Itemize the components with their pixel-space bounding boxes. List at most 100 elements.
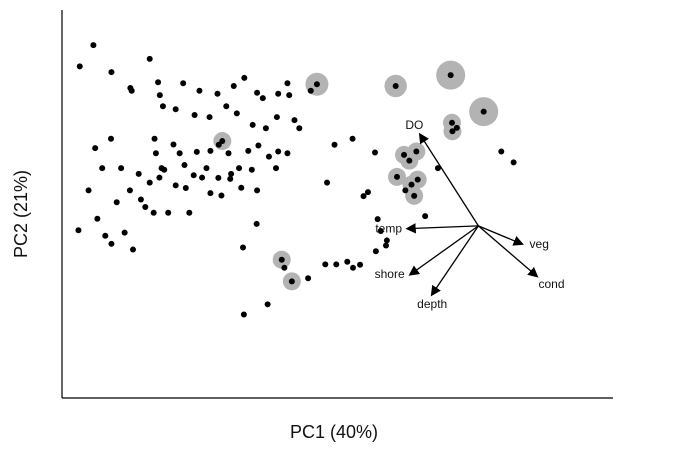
data-point-23 [151, 135, 158, 142]
data-point-57 [150, 209, 157, 216]
data-point-46 [156, 174, 163, 181]
data-point-124 [288, 278, 295, 285]
data-point-48 [182, 185, 189, 192]
vector-label-shore: shore [375, 267, 405, 281]
data-point-125 [219, 138, 226, 145]
data-point-93 [344, 258, 351, 265]
data-point-77 [108, 69, 115, 76]
vector-temp [405, 223, 479, 234]
data-point-0 [146, 55, 153, 62]
data-point-51 [218, 192, 225, 199]
data-point-104 [434, 165, 441, 172]
data-point-30 [245, 147, 252, 154]
data-point-42 [236, 165, 243, 172]
data-point-16 [223, 103, 230, 110]
data-point-44 [273, 165, 279, 172]
data-point-102 [422, 213, 429, 220]
data-point-17 [233, 110, 240, 117]
data-point-1 [180, 80, 187, 87]
data-point-71 [135, 170, 142, 177]
data-point-74 [108, 135, 114, 142]
data-point-22 [296, 125, 303, 132]
data-point-80 [128, 87, 135, 94]
data-point-96 [305, 275, 312, 282]
data-point-12 [159, 103, 166, 110]
data-point-66 [113, 199, 120, 206]
data-point-117 [406, 157, 413, 164]
data-point-63 [121, 229, 128, 236]
data-point-39 [203, 165, 210, 172]
data-point-31 [255, 142, 262, 149]
data-point-122 [411, 192, 418, 199]
vector-cond [477, 225, 539, 278]
vector-shore [408, 225, 479, 276]
data-point-98 [264, 301, 271, 308]
data-point-88 [383, 237, 390, 244]
data-point-114 [449, 128, 456, 135]
data-point-49 [199, 174, 206, 181]
data-point-21 [291, 117, 298, 124]
data-point-70 [118, 165, 125, 172]
data-point-68 [85, 187, 92, 194]
data-point-11 [307, 87, 314, 94]
data-point-120 [413, 148, 420, 155]
data-point-94 [333, 261, 340, 268]
data-point-116 [394, 173, 400, 180]
data-point-110 [313, 81, 320, 88]
data-point-18 [249, 121, 256, 128]
data-point-14 [191, 112, 198, 119]
data-point-29 [225, 150, 232, 157]
data-point-15 [206, 114, 213, 121]
data-point-50 [207, 190, 214, 197]
data-point-89 [383, 242, 389, 249]
data-point-92 [350, 264, 356, 271]
data-point-97 [281, 264, 288, 271]
data-point-13 [172, 106, 179, 113]
data-point-85 [364, 189, 371, 196]
vector-DO [418, 132, 479, 227]
data-point-118 [414, 176, 421, 183]
data-point-9 [284, 80, 291, 87]
data-point-82 [324, 179, 331, 186]
data-point-38 [190, 172, 197, 179]
data-point-53 [238, 184, 245, 191]
data-point-111 [392, 82, 399, 89]
data-point-69 [99, 165, 106, 172]
data-point-32 [265, 153, 272, 160]
x-axis-label: PC1 (40%) [290, 422, 378, 442]
data-point-99 [240, 244, 246, 251]
data-point-6 [254, 89, 261, 96]
data-point-27 [207, 147, 214, 154]
data-point-45 [146, 179, 153, 186]
data-point-101 [240, 311, 247, 318]
data-point-87 [377, 227, 384, 234]
data-point-100 [253, 220, 260, 227]
vector-label-temp: temp [375, 222, 402, 236]
data-point-83 [331, 141, 338, 148]
data-point-43 [248, 166, 255, 173]
data-point-5 [241, 74, 248, 81]
data-point-4 [230, 82, 237, 89]
data-point-61 [102, 232, 109, 239]
data-point-84 [349, 135, 356, 142]
data-point-105 [453, 124, 460, 131]
data-point-119 [408, 181, 415, 188]
data-point-65 [94, 215, 101, 222]
data-point-72 [158, 165, 165, 172]
axes [61, 10, 613, 399]
data-point-79 [90, 42, 97, 49]
data-point-106 [510, 159, 517, 166]
data-point-54 [254, 187, 261, 194]
vector-veg [478, 225, 524, 246]
data-point-58 [165, 209, 172, 216]
data-point-115 [449, 119, 455, 126]
data-point-95 [322, 261, 329, 268]
vector-label-DO: DO [405, 118, 423, 132]
data-point-55 [137, 196, 144, 203]
data-point-121 [401, 151, 408, 158]
data-point-123 [278, 256, 285, 263]
data-point-3 [214, 90, 221, 97]
data-point-112 [447, 72, 454, 79]
data-point-64 [130, 246, 136, 253]
